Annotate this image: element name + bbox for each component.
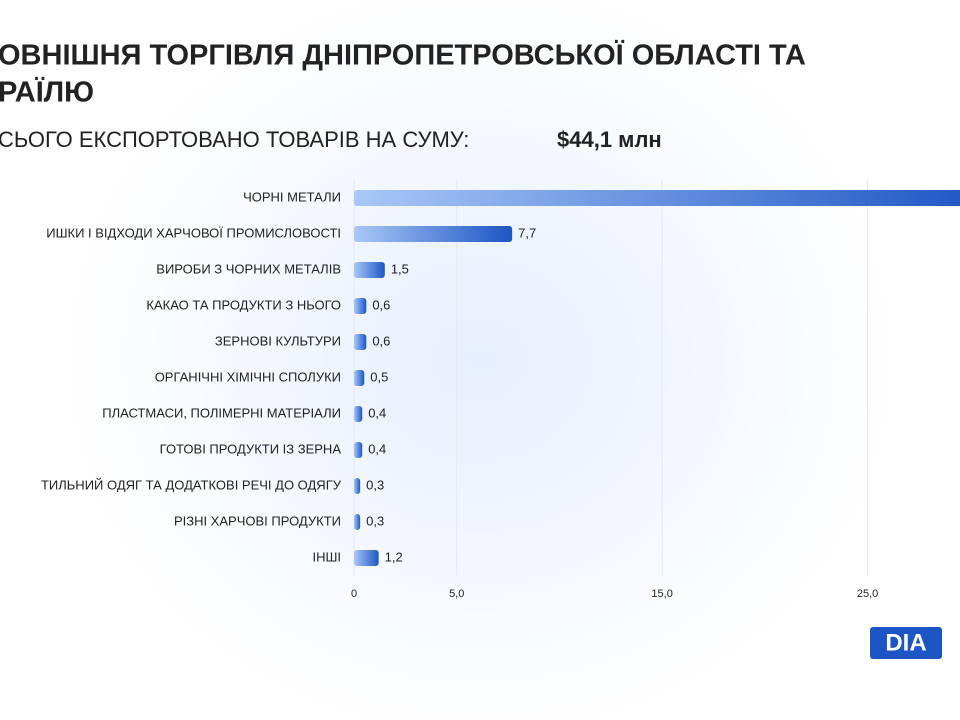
value-label: 0,6 — [372, 333, 390, 348]
y-tick-label: ГОТОВІ ПРОДУКТИ ІЗ ЗЕРНА — [160, 441, 342, 456]
y-tick-label: ТИЛЬНИЙ ОДЯГ ТА ДОДАТКОВІ РЕЧІ ДО ОДЯГУ — [41, 477, 342, 492]
value-label: 0,6 — [372, 297, 390, 312]
x-tick-label: 15,0 — [651, 588, 672, 600]
bar — [354, 190, 960, 206]
bar — [354, 514, 361, 530]
title: ОВНІШНЯ ТОРГІВЛЯ ДНІПРОПЕТРОВСЬКОЇ ОБЛАС… — [0, 39, 806, 72]
background — [60, 0, 900, 720]
bar — [354, 550, 379, 566]
subtitle-value: $44,1 млн — [557, 127, 662, 152]
title: РАЇЛЮ — [0, 76, 94, 109]
value-label: 1,2 — [385, 549, 403, 564]
x-tick-label: 25,0 — [857, 588, 878, 600]
subtitle: СЬОГО ЕКСПОРТОВАНО ТОВАРІВ НА СУМУ: — [0, 127, 469, 152]
y-tick-label: ІНШІ — [312, 549, 341, 564]
y-tick-label: ПЛАСТМАСИ, ПОЛІМЕРНІ МАТЕРІАЛИ — [102, 405, 341, 420]
y-tick-label: ЧОРНІ МЕТАЛИ — [243, 189, 341, 204]
bar — [354, 478, 361, 494]
bar — [354, 298, 367, 314]
bar — [354, 406, 363, 422]
svg-text:DIA: DIA — [885, 629, 926, 656]
value-label: 0,5 — [370, 369, 388, 384]
x-tick-label: 0 — [351, 588, 357, 600]
logo: DIA — [870, 627, 942, 659]
value-label: 0,4 — [368, 405, 386, 420]
bar — [354, 442, 363, 458]
x-tick-label: 5,0 — [449, 588, 464, 600]
value-label: 7,7 — [518, 225, 536, 240]
y-tick-label: ИШКИ І ВІДХОДИ ХАРЧОВОЇ ПРОМИСЛОВОСТІ — [46, 225, 341, 240]
y-tick-label: ВИРОБИ З ЧОРНИХ МЕТАЛІВ — [156, 261, 341, 276]
bar — [354, 334, 367, 350]
value-label: 0,3 — [366, 477, 384, 492]
y-tick-label: РІЗНІ ХАРЧОВІ ПРОДУКТИ — [174, 513, 341, 528]
y-tick-label: ОРГАНІЧНІ ХІМІЧНІ СПОЛУКИ — [155, 369, 341, 384]
value-label: 0,4 — [368, 441, 386, 456]
value-label: 1,5 — [391, 261, 409, 276]
value-label: 0,3 — [366, 513, 384, 528]
y-tick-label: КАКАО ТА ПРОДУКТИ З НЬОГО — [146, 297, 341, 312]
y-tick-label: ЗЕРНОВІ КУЛЬТУРИ — [215, 333, 341, 348]
bar — [354, 226, 513, 242]
bar — [354, 370, 365, 386]
bar — [354, 262, 385, 278]
